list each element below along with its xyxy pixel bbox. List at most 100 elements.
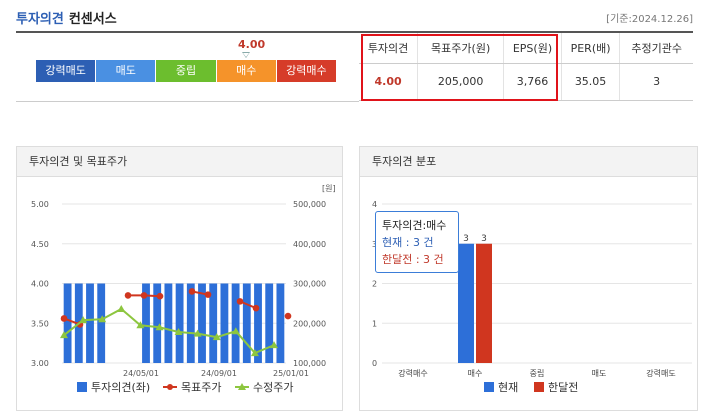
x-tick: 25/01/01 — [273, 369, 309, 378]
opinion-scale: 강력매도 매도 중립 매수 강력매수 — [36, 60, 337, 82]
adjusted-price-point — [231, 327, 240, 335]
panel-title: 투자의견 분포 — [360, 147, 697, 177]
consensus-table: 투자의견 목표주가(원) EPS(원) PER(배) 추정기관수 4.00 20… — [359, 33, 693, 101]
highlight-box — [361, 34, 558, 101]
header-opinion: 투자의견 — [359, 33, 418, 64]
opinion-bar — [209, 283, 218, 363]
adjusted-price-point — [79, 316, 88, 324]
opinion-bar — [242, 283, 251, 363]
opinion-bar — [265, 283, 274, 363]
prev-bar — [476, 243, 492, 363]
target-price-point — [204, 291, 212, 298]
tooltip-current: 현재 : 3 건 — [382, 236, 434, 249]
legend-target-label: 목표주가 — [181, 381, 221, 394]
legend-current-swatch — [484, 382, 494, 392]
legend-adjusted-swatch — [238, 383, 246, 390]
section-header: 투자의견 컨센서스 [기준:2024.12.26] — [16, 6, 693, 30]
header-institutions: 추정기관수 — [619, 33, 693, 64]
y-right-tick: 500,000 — [293, 200, 326, 209]
legend-prev-label: 한달전 — [548, 381, 578, 394]
adjusted-price-point — [136, 321, 145, 329]
value-per: 35.05 — [560, 63, 620, 101]
x-tick: 24/05/01 — [123, 369, 159, 378]
y-tick: 1 — [372, 319, 377, 328]
target-price-point — [140, 292, 148, 299]
scale-segment-2: 중립 — [156, 60, 217, 82]
adjusted-price-point — [212, 333, 221, 341]
opinion-bar — [164, 283, 173, 363]
legend-prev-swatch — [534, 382, 544, 392]
legend-adjusted-label: 수정주가 — [253, 381, 293, 394]
scale-segment-1: 매도 — [96, 60, 157, 82]
y-tick: 2 — [372, 280, 377, 289]
opinion-price-panel: 투자의견 및 목표주가 5.00 4.50 4.00 3.50 3.00 500,000 4… — [16, 146, 343, 411]
adjusted-price-point — [270, 341, 278, 349]
y-tick: 4 — [372, 200, 377, 209]
y-right-unit: [원] — [322, 184, 336, 193]
adjusted-price-point — [155, 323, 164, 331]
target-price-point — [284, 312, 292, 320]
category-label: 매수 — [468, 369, 483, 378]
category-label: 중립 — [530, 369, 545, 378]
y-right-tick: 400,000 — [293, 240, 326, 249]
header-divider — [16, 31, 693, 33]
opinion-bar — [220, 283, 229, 363]
value-institutions: 3 — [619, 63, 693, 101]
x-tick: 24/09/01 — [201, 369, 237, 378]
category-label: 강력매수 — [398, 368, 427, 378]
adjusted-price-line — [63, 307, 275, 355]
legend-current-label: 현재 — [498, 381, 518, 394]
opinion-bar — [153, 283, 162, 363]
opinion-marker-triangle-icon — [242, 52, 250, 58]
chart-tooltip: 투자의견:매수 현재 : 3 건 한달전 : 3 건 — [375, 211, 459, 273]
tooltip-title: 투자의견:매수 — [382, 219, 447, 232]
consensus-value-row: 4.00 205,000 3,766 35.05 3 — [359, 63, 693, 101]
y-left-tick: 3.00 — [31, 359, 49, 368]
legend-opinion-swatch — [77, 382, 87, 392]
value-target-price: 205,000 — [417, 63, 504, 101]
header-per: PER(배) — [560, 33, 620, 64]
value-eps: 3,766 — [503, 63, 562, 101]
consensus-header-row: 투자의견 목표주가(원) EPS(원) PER(배) 추정기관수 — [359, 33, 693, 64]
scale-divider — [16, 101, 359, 102]
value-opinion: 4.00 — [359, 63, 418, 101]
opinion-bar — [63, 283, 72, 363]
y-right-tick: 200,000 — [293, 319, 326, 328]
target-price-point — [252, 304, 260, 312]
y-left-tick: 3.50 — [31, 319, 49, 328]
tooltip-prev: 한달전 : 3 건 — [382, 253, 444, 266]
opinion-bar — [231, 283, 240, 363]
opinion-bar — [142, 283, 150, 363]
y-left-tick: 5.00 — [31, 200, 49, 209]
header-target-price: 목표주가(원) — [417, 33, 504, 64]
adjusted-price-point — [250, 349, 259, 357]
legend-opinion-label: 투자의견(좌) — [91, 381, 150, 394]
scale-segment-4: 강력매수 — [276, 60, 337, 82]
opinion-bar — [198, 283, 206, 363]
adjusted-price-point — [174, 327, 183, 335]
section-title: 투자의견 컨센서스 — [16, 8, 117, 27]
category-label: 매도 — [592, 369, 607, 378]
target-price-point — [236, 298, 244, 305]
y-tick: 3 — [372, 240, 377, 249]
opinion-bar — [186, 283, 195, 363]
opinion-bar — [86, 283, 94, 363]
current-bar — [458, 243, 474, 363]
legend-target-swatch — [167, 384, 173, 390]
data-label: 3 — [481, 234, 487, 244]
y-left-tick: 4.50 — [31, 240, 49, 249]
adjusted-price-point — [60, 331, 68, 339]
y-right-tick: 100,000 — [293, 359, 326, 368]
target-price-point — [60, 315, 68, 322]
y-tick: 0 — [372, 359, 377, 368]
title-main: 투자의견 — [16, 12, 64, 27]
adjusted-price-point — [98, 315, 107, 323]
target-price-point — [124, 292, 132, 299]
y-left-tick: 4.00 — [31, 280, 49, 289]
title-sub: 컨센서스 — [68, 12, 117, 27]
opinion-price-chart: 5.00 4.50 4.00 3.50 3.00 500,000 400,000 300,00… — [31, 184, 336, 394]
opinion-bar — [175, 283, 184, 363]
target-price-point — [188, 288, 196, 295]
